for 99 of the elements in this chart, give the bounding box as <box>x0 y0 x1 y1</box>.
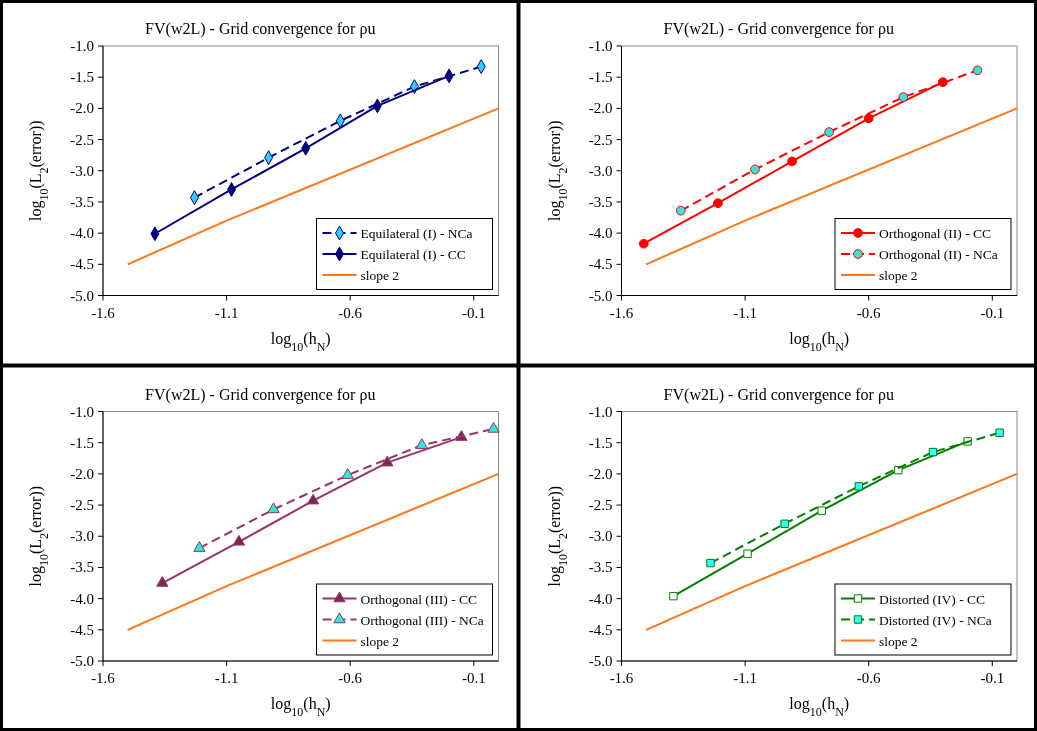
point <box>669 591 678 601</box>
point <box>381 455 394 467</box>
y-tick-label: -5.0 <box>588 653 613 669</box>
y-tick-label: -2.0 <box>588 465 613 482</box>
y-tick-label: -2.0 <box>70 100 94 117</box>
x-tick-label: -1.1 <box>733 304 757 321</box>
y-tick-label: -3.5 <box>70 193 94 210</box>
y-tick-label: -4.0 <box>588 590 613 607</box>
chart-title: FV(w2L) - Grid convergence for ρu <box>663 20 894 38</box>
y-tick-label: -3.5 <box>588 193 613 210</box>
y-tick-label: -5.0 <box>70 653 94 669</box>
x-tick-label: -0.1 <box>980 304 1005 321</box>
point <box>817 506 826 515</box>
y-tick-label: -1.5 <box>70 434 94 451</box>
x-axis-title: log$_{10}$(h$_{N}$) <box>270 695 331 719</box>
y-tick-label: -1.5 <box>588 434 613 451</box>
x-tick-label: -0.1 <box>461 304 486 321</box>
point <box>306 493 320 505</box>
y-tick-label: -1.5 <box>588 69 613 86</box>
y-tick-label: -2.5 <box>588 131 613 148</box>
x-tick-label: -1.1 <box>214 304 239 321</box>
chart-title: FV(w2L) - Grid convergence for ρu <box>145 20 376 38</box>
chart-title: FV(w2L) - Grid convergence for ρu <box>145 385 376 404</box>
x-tick-label: -0.6 <box>338 670 363 686</box>
y-tick-label: -2.5 <box>588 497 613 514</box>
x-tick-label: -1.6 <box>609 670 634 686</box>
legend-label: Equilateral (I) - CC <box>360 247 466 262</box>
legend-label: Orthogonal (III) - CC <box>360 591 478 607</box>
y-tick-label: -4.5 <box>70 256 94 273</box>
point <box>743 549 752 558</box>
y-tick-label: -2.0 <box>588 100 613 117</box>
y-tick-label: -4.0 <box>70 225 94 242</box>
point <box>928 447 938 457</box>
x-tick-label: -0.1 <box>461 670 486 686</box>
point <box>750 164 760 175</box>
point <box>780 519 789 528</box>
x-tick-label: -1.6 <box>91 670 116 686</box>
chart-title: FV(w2L) - Grid convergence for ρu <box>663 385 894 404</box>
y-tick-label: -1.5 <box>70 69 94 86</box>
x-axis-title: log$_{10}$(h$_{N}$) <box>789 695 850 719</box>
y-tick-label: -3.0 <box>588 162 613 179</box>
y-tick-label: -2.5 <box>70 131 94 148</box>
y-tick-label: -5.0 <box>588 287 613 304</box>
legend-label: Equilateral (I) - NCa <box>360 226 473 241</box>
point <box>156 576 169 587</box>
y-tick-label: -1.0 <box>588 38 613 54</box>
point <box>713 198 723 209</box>
y-tick-label: -5.0 <box>70 287 94 304</box>
point <box>995 428 1004 437</box>
y-tick-label: -3.0 <box>70 528 94 545</box>
y-tick-label: -3.0 <box>70 162 94 179</box>
point <box>898 92 909 103</box>
x-tick-label: -0.6 <box>856 670 882 686</box>
point <box>232 534 246 546</box>
legend-label: slope 2 <box>360 268 400 283</box>
y-tick-label: -4.5 <box>70 621 94 638</box>
y-tick-label: -4.0 <box>588 225 613 242</box>
y-tick-label: -4.5 <box>588 621 613 638</box>
y-tick-label: -4.0 <box>70 590 94 607</box>
y-tick-label: -2.0 <box>70 465 94 482</box>
y-tick-label: -3.5 <box>588 559 613 576</box>
legend-label: Distorted (IV) - NCa <box>879 612 992 628</box>
x-axis-title: log$_{10}$(h$_{N}$) <box>789 329 850 354</box>
y-tick-label: -1.0 <box>588 403 613 420</box>
x-tick-label: -0.1 <box>980 670 1005 686</box>
point <box>863 113 874 124</box>
point <box>854 482 864 491</box>
x-tick-label: -1.1 <box>733 670 757 686</box>
point <box>638 238 649 249</box>
legend-label: slope 2 <box>879 633 918 649</box>
point <box>341 468 354 479</box>
point <box>487 421 500 433</box>
point <box>824 127 835 137</box>
point <box>193 541 206 552</box>
legend-label: Orthogonal (III) - NCa <box>360 612 484 628</box>
legend-label: Orthogonal (II) - CC <box>879 226 992 241</box>
x-tick-label: -1.1 <box>214 670 239 686</box>
legend-label: slope 2 <box>360 633 400 649</box>
legend-label: Orthogonal (II) - NCa <box>879 247 998 262</box>
point <box>675 205 686 216</box>
point <box>267 502 280 514</box>
legend-label: Distorted (IV) - CC <box>879 591 986 607</box>
legend-label: slope 2 <box>879 268 918 283</box>
point <box>706 558 715 568</box>
y-tick-label: -1.0 <box>70 38 94 54</box>
x-tick-label: -0.6 <box>338 304 363 321</box>
y-tick-label: -1.0 <box>70 403 94 420</box>
y-tick-label: -4.5 <box>588 256 613 273</box>
y-tick-label: -3.0 <box>588 528 613 545</box>
point <box>415 438 429 449</box>
x-tick-label: -1.6 <box>609 304 634 321</box>
y-tick-label: -3.5 <box>70 559 94 576</box>
point <box>937 77 948 88</box>
point <box>972 65 983 76</box>
y-tick-label: -2.5 <box>70 497 94 514</box>
x-axis-title: log$_{10}$(h$_{N}$) <box>270 329 331 354</box>
x-tick-label: -1.6 <box>91 304 116 321</box>
point <box>787 156 797 167</box>
x-tick-label: -0.6 <box>856 304 882 321</box>
